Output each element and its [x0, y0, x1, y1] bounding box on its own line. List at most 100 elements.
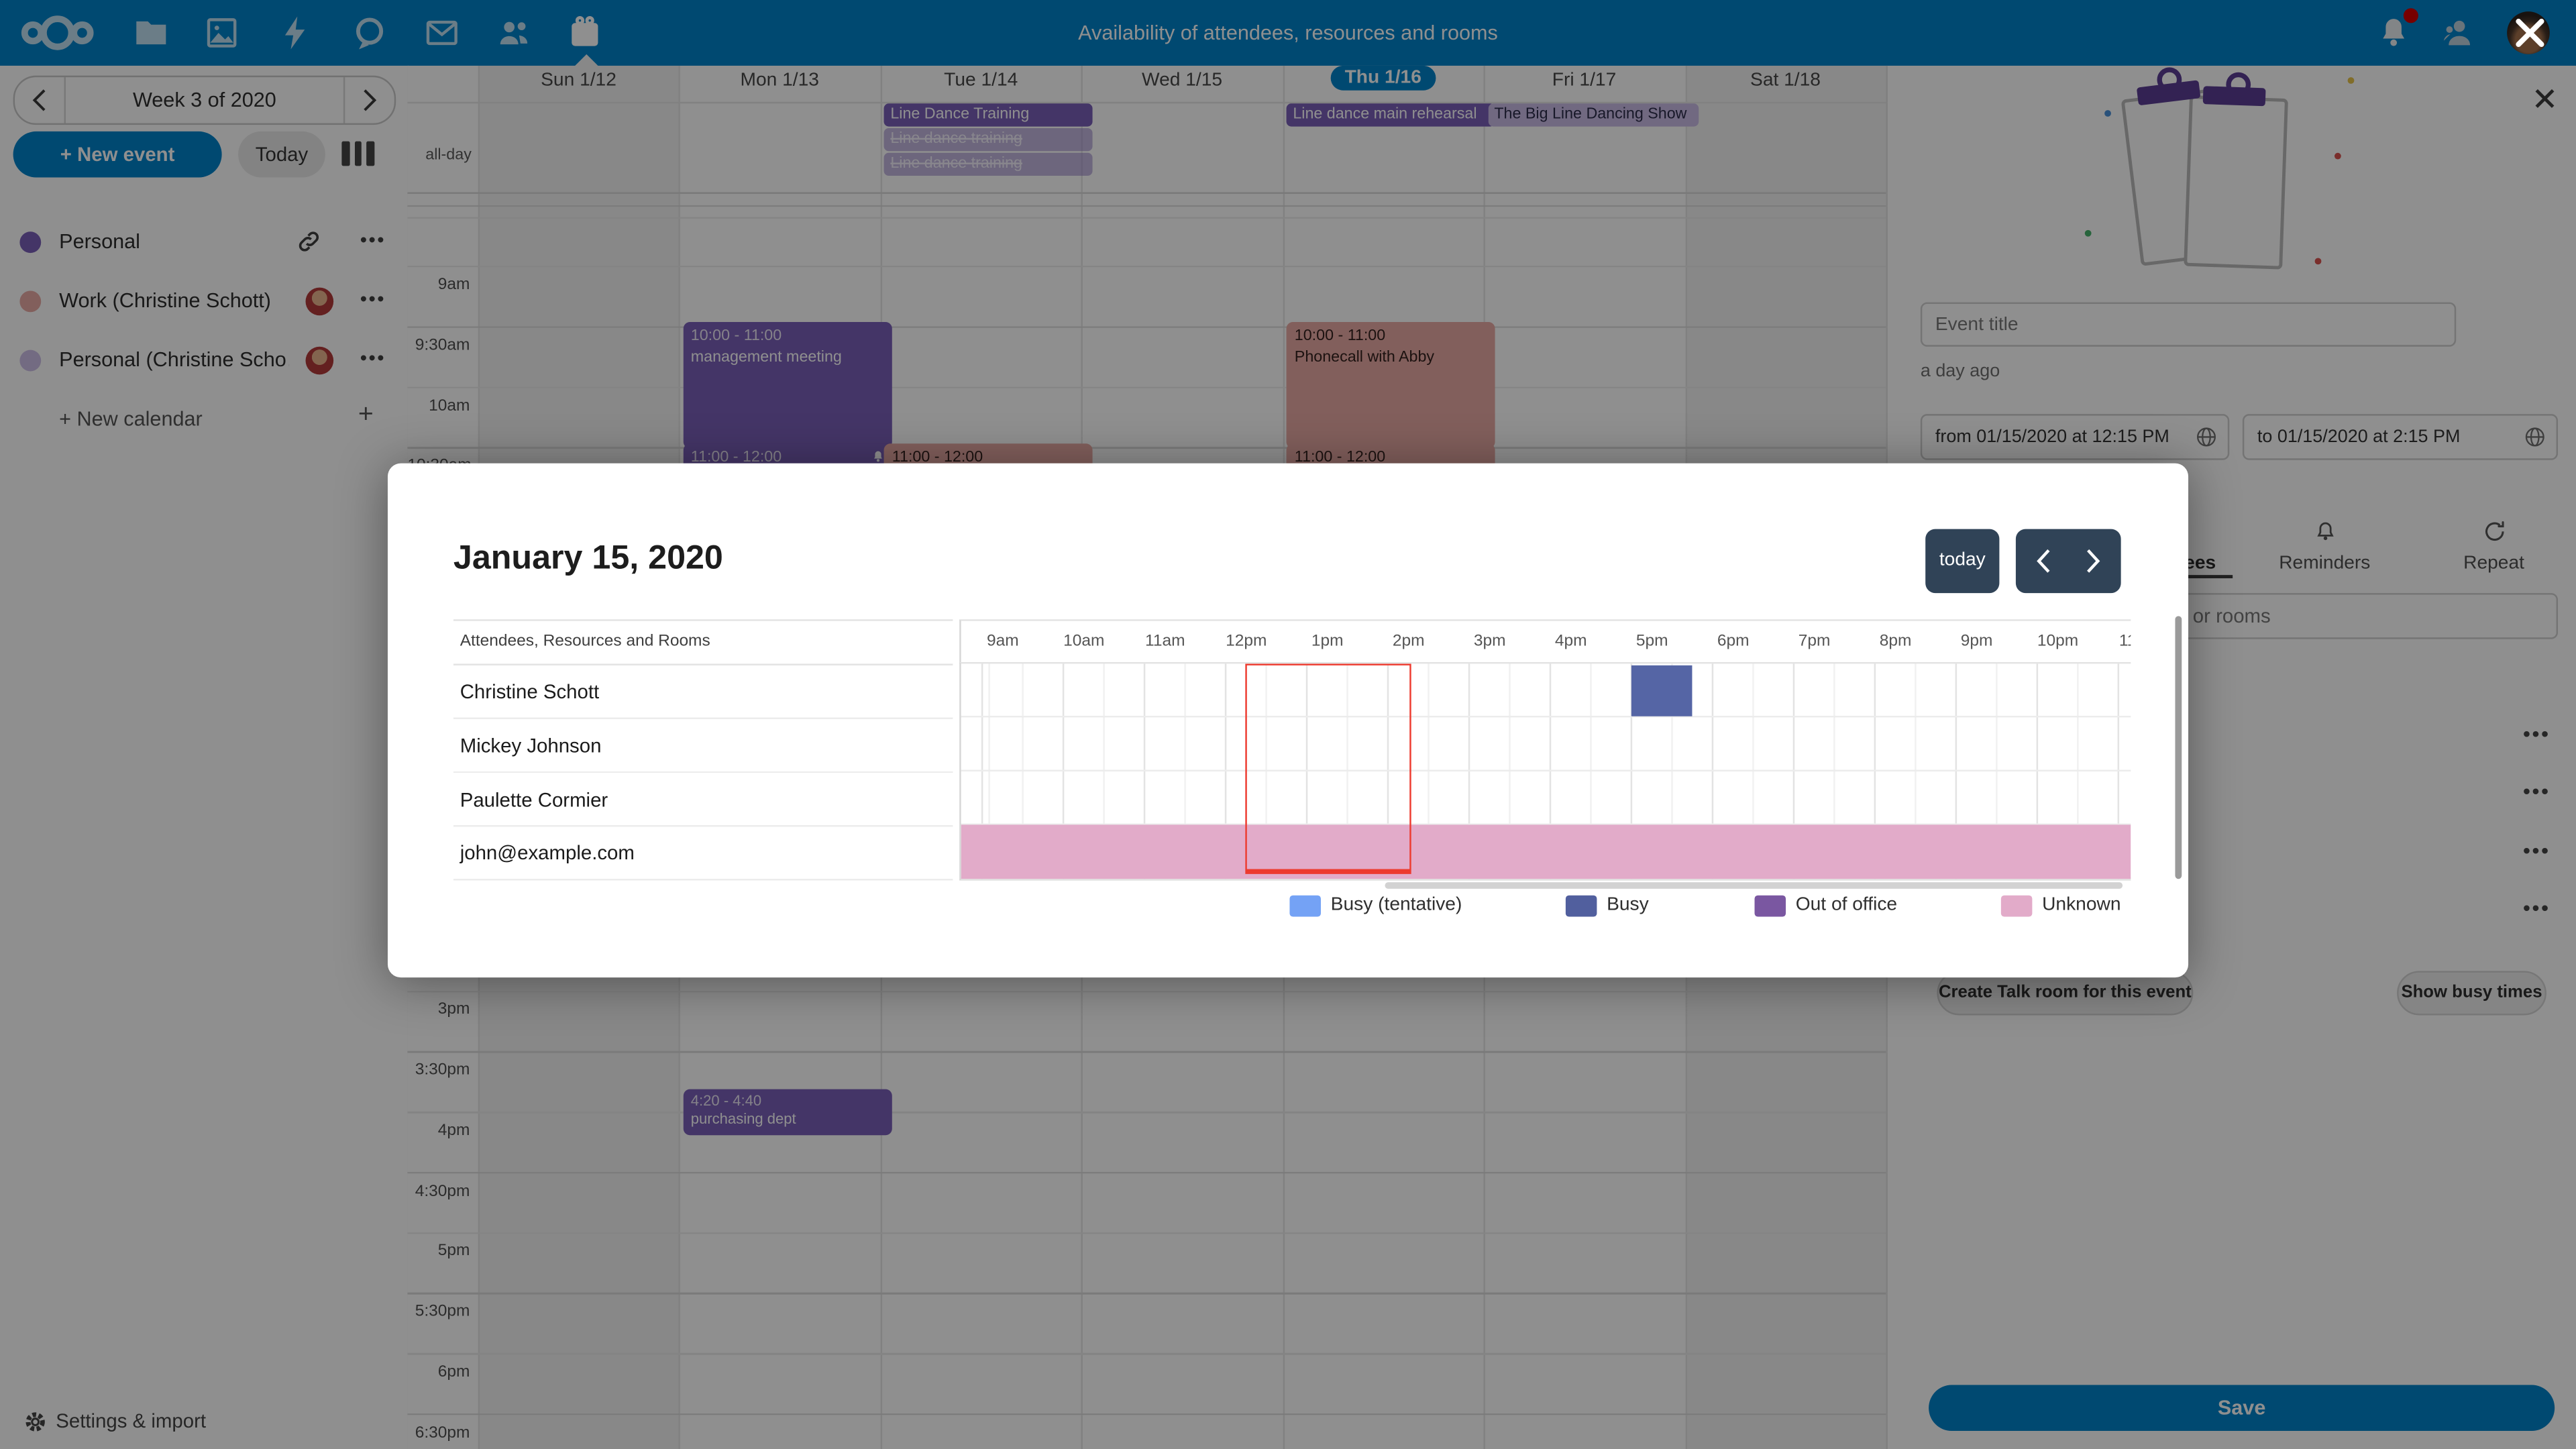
attendee-name-column: Attendees, Resources and Rooms Christine…: [453, 619, 953, 881]
previous-week-button[interactable]: [15, 77, 66, 123]
active-app-indicator: [575, 54, 598, 66]
timezone-globe-icon[interactable]: [2195, 425, 2218, 448]
all-day-event-declined[interactable]: Line dance training: [883, 128, 1093, 151]
calendar-owner-avatar: [305, 345, 334, 374]
legend-unknown: Unknown: [2000, 895, 2165, 917]
legend-out-of-office: Out of office: [1754, 895, 1968, 917]
left-sidebar: Week 3 of 2020 + New event Today Persona…: [0, 65, 409, 1449]
event-editor-sidebar: a day ago Attendees Reminders: [1886, 65, 2576, 1449]
legend-busy: Busy: [1565, 895, 1730, 917]
notifications-bell-icon[interactable]: [2374, 8, 2418, 53]
timeline-hours-header: 9am 10am 11am 12pm 1pm 2pm 3pm 4pm 5pm 6…: [959, 619, 2131, 664]
day-header[interactable]: Fri 1/17: [1552, 70, 1617, 91]
calendar-more-menu[interactable]: •••: [360, 287, 386, 311]
settings-label: Settings & import: [56, 1409, 207, 1433]
calendar-item-personal[interactable]: Personal •••: [0, 212, 407, 271]
day-header-row: Sun 1/12 Mon 1/13 Tue 1/14 Wed 1/15 Thu …: [407, 65, 1886, 104]
contacts-menu-icon[interactable]: [2438, 13, 2477, 53]
calendar-color-dot: [19, 349, 42, 371]
plus-icon: +: [358, 400, 374, 429]
event-title-input[interactable]: [1920, 302, 2457, 347]
share-link-icon[interactable]: [296, 228, 322, 254]
event-end-field[interactable]: [2242, 414, 2559, 460]
mail-app-icon[interactable]: [422, 13, 462, 53]
calendar-color-dot: [19, 290, 42, 312]
topbar: Availability of attendees, resources and…: [0, 0, 2576, 66]
calendar-name: Work (Christine Schott): [59, 289, 272, 313]
day-header[interactable]: Wed 1/15: [1142, 70, 1223, 91]
legend-busy-tentative: Busy (tentative): [1289, 895, 1552, 917]
calendar-app-icon[interactable]: [565, 13, 604, 53]
repeat-icon: [2481, 519, 2506, 544]
unknown-availability-bar: [961, 825, 2131, 879]
attendee-more-menu[interactable]: •••: [2522, 837, 2551, 863]
gear-icon: [23, 1409, 48, 1434]
timezone-globe-icon[interactable]: [2524, 425, 2546, 448]
tab-repeat[interactable]: Repeat: [2420, 519, 2567, 578]
create-talk-room-button[interactable]: Create Talk room for this event: [1937, 971, 2194, 1016]
save-button[interactable]: Save: [1929, 1385, 2555, 1432]
view-toggle-icon[interactable]: [341, 141, 378, 168]
availability-grid[interactable]: [959, 661, 2131, 881]
new-calendar-button[interactable]: + New calendar +: [0, 389, 407, 448]
today-button[interactable]: Today: [238, 131, 325, 178]
modal-today-button[interactable]: today: [1925, 529, 2000, 594]
notification-badge: [2403, 8, 2418, 23]
tab-reminders[interactable]: Reminders: [2251, 519, 2398, 578]
attendee-row-name: john@example.com: [460, 841, 635, 865]
attendee-more-menu[interactable]: •••: [2522, 895, 2551, 920]
all-day-section: all-day Line Dance Training Line dance t…: [407, 102, 1886, 194]
nextcloud-logo-icon[interactable]: [15, 10, 100, 56]
all-day-event-declined[interactable]: Line dance training: [883, 152, 1093, 175]
week-label[interactable]: Week 3 of 2020: [132, 89, 276, 112]
event-start-field[interactable]: [1920, 414, 2230, 460]
attendee-more-menu[interactable]: •••: [2522, 721, 2551, 746]
all-day-event[interactable]: Line Dance Training: [883, 103, 1093, 126]
next-day-icon: [2087, 549, 2100, 573]
event-purchasing-dept[interactable]: 4:20 - 4:40 purchasing dept: [682, 1088, 892, 1135]
event-phonecall-with-abby[interactable]: 10:00 - 11:00 Phonecall with Abby: [1286, 322, 1495, 449]
selected-timeslot-outline[interactable]: [1245, 663, 1411, 874]
modal-close-icon[interactable]: [2510, 13, 2550, 53]
calendar-item-work[interactable]: Work (Christine Schott) •••: [0, 271, 407, 330]
all-day-event[interactable]: The Big Line Dancing Show: [1487, 103, 1699, 126]
show-busy-times-button[interactable]: Show busy times: [2397, 971, 2546, 1016]
availability-modal: January 15, 2020 today Attendees, Resour…: [387, 463, 2189, 978]
day-header[interactable]: Sat 1/18: [1750, 70, 1821, 91]
attendee-row-name: Christine Schott: [460, 680, 600, 704]
sidebar-close-icon[interactable]: [2532, 85, 2558, 111]
vertical-scrollbar[interactable]: [2175, 616, 2182, 879]
files-app-icon[interactable]: [131, 13, 171, 53]
day-header-today[interactable]: Thu 1/16: [1283, 65, 1484, 90]
calendar-more-menu[interactable]: •••: [360, 346, 386, 370]
next-week-button[interactable]: [343, 77, 394, 123]
event-management-meeting[interactable]: 10:00 - 11:00 management meeting: [682, 322, 892, 449]
calendar-owner-avatar: [305, 286, 334, 315]
calendar-name: Personal: [59, 229, 141, 254]
settings-and-import[interactable]: Settings & import: [0, 1403, 407, 1439]
calendar-color-dot: [19, 231, 42, 252]
contacts-app-icon[interactable]: [494, 13, 534, 53]
talk-app-icon[interactable]: [350, 13, 390, 53]
day-header[interactable]: Tue 1/14: [944, 70, 1018, 91]
calendar-more-menu[interactable]: •••: [360, 228, 386, 252]
photos-app-icon[interactable]: [202, 13, 241, 53]
grid-header-label: Attendees, Resources and Rooms: [460, 632, 710, 651]
day-header[interactable]: Mon 1/13: [740, 70, 819, 91]
previous-day-icon: [2037, 549, 2050, 573]
all-day-event[interactable]: Line dance main rehearsal: [1286, 103, 1495, 126]
day-header[interactable]: Sun 1/12: [541, 70, 616, 91]
attendee-more-menu[interactable]: •••: [2522, 778, 2551, 804]
modal-title: January 15, 2020: [453, 539, 723, 577]
calendar-item-personal-christine[interactable]: Personal (Christine Scho… •••: [0, 330, 407, 389]
all-day-label: all-day: [425, 146, 472, 164]
activity-app-icon[interactable]: [276, 13, 315, 53]
new-event-button[interactable]: + New event: [13, 131, 222, 178]
attendee-row-name: Paulette Cormier: [460, 788, 608, 811]
calendar-name: Personal (Christine Scho…: [59, 348, 290, 372]
attendee-row-name: Mickey Johnson: [460, 734, 602, 757]
reminder-bell-icon: [870, 447, 885, 470]
bell-icon: [2312, 519, 2337, 544]
horizontal-scrollbar[interactable]: [1385, 882, 2123, 889]
